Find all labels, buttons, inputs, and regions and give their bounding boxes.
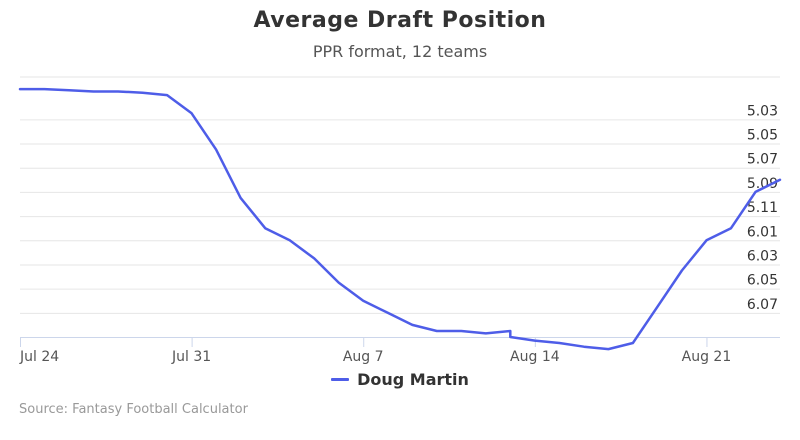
- y-axis-ticks: 5.03 5.05 5.07 5.09 5.11 6.01 6.03 6.05 6.07: [747, 103, 778, 312]
- legend-label: Doug Martin: [357, 370, 469, 389]
- series-layer[interactable]: [18, 87, 782, 351]
- y-tick-label: 5.07: [747, 152, 778, 168]
- x-tick-label: Aug 7: [343, 349, 384, 365]
- x-tick-label: Aug 21: [682, 349, 732, 365]
- y-tick-label: 6.03: [747, 248, 778, 264]
- y-tick-label: 5.09: [747, 176, 778, 192]
- source-credit[interactable]: Source: Fantasy Football Calculator: [19, 402, 248, 417]
- chart-title: Average Draft Position: [253, 8, 547, 33]
- y-tick-label: 5.05: [747, 128, 778, 144]
- x-tick-label: Jul 31: [171, 349, 211, 365]
- x-axis: Jul 24 Jul 31 Aug 7 Aug 14 Aug 21: [19, 337, 780, 365]
- y-tick-label: 6.07: [747, 297, 778, 313]
- legend-swatch: [331, 378, 350, 381]
- x-tick-label: Aug 14: [510, 349, 560, 365]
- series-line[interactable]: [18, 87, 782, 351]
- x-tick-label: Jul 24: [19, 349, 59, 365]
- grid-lines: [20, 76, 780, 314]
- y-tick-label: 6.01: [747, 224, 778, 240]
- legend[interactable]: Doug Martin: [0, 370, 800, 389]
- y-tick-label: 6.05: [747, 273, 778, 289]
- y-tick-label: 5.11: [747, 200, 778, 216]
- chart-subtitle: PPR format, 12 teams: [312, 42, 488, 61]
- y-tick-label: 5.03: [747, 103, 778, 119]
